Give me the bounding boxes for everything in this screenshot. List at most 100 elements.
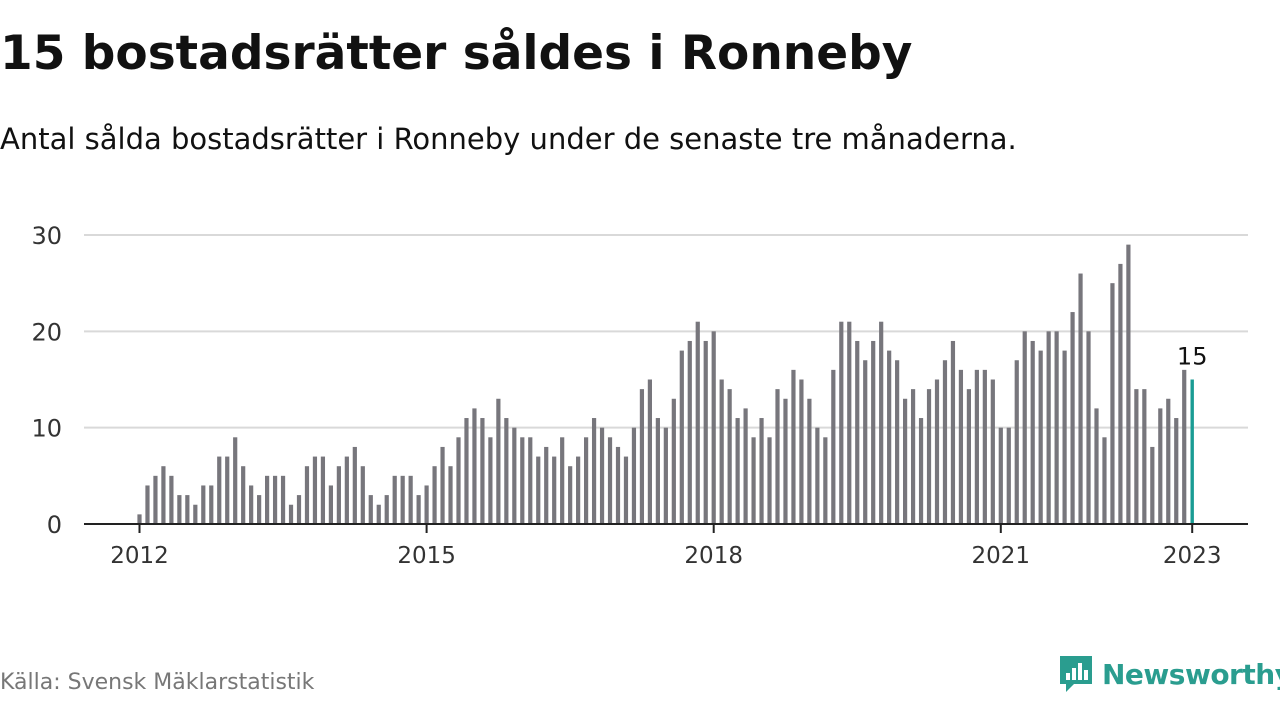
bar (1030, 340, 1035, 524)
bar (823, 437, 828, 524)
bar (607, 437, 613, 524)
bar (783, 398, 788, 524)
bar (1110, 283, 1115, 524)
bar (153, 475, 158, 524)
bar (408, 475, 413, 524)
y-tick-label: 0 (47, 511, 62, 539)
x-tick-label: 2012 (110, 543, 169, 569)
bar (496, 398, 501, 524)
bar (1086, 331, 1091, 524)
bar (384, 495, 389, 524)
bar (767, 437, 772, 524)
bar (990, 379, 995, 524)
bar (998, 427, 1003, 524)
bar (735, 418, 740, 524)
bar (623, 456, 629, 524)
y-tick-label: 20 (31, 318, 62, 346)
bar (552, 456, 557, 524)
bar (942, 360, 948, 524)
bar (815, 427, 820, 524)
bar (687, 340, 692, 524)
bar (958, 369, 964, 524)
bar (304, 466, 310, 524)
bar (903, 398, 908, 524)
bar (950, 340, 956, 524)
bar (895, 360, 900, 524)
bar (400, 475, 405, 524)
bar (799, 379, 804, 524)
bar (1102, 437, 1107, 524)
bar (1070, 312, 1075, 524)
x-tick-label: 2015 (397, 543, 456, 569)
bar (480, 418, 485, 524)
y-tick-label: 30 (31, 222, 62, 250)
source-note: Källa: Svensk Mäklarstatistik (0, 670, 315, 695)
bar (464, 418, 469, 524)
page-subtitle: Antal sålda bostadsrätter i Ronneby unde… (0, 122, 1017, 156)
bar (926, 389, 932, 524)
bar (1094, 408, 1099, 524)
bar (392, 475, 397, 524)
bar (863, 360, 868, 524)
bar (512, 427, 517, 524)
bar (177, 495, 182, 524)
bar (1022, 331, 1027, 524)
bar (288, 504, 294, 524)
bar (344, 456, 349, 524)
bar (679, 350, 684, 524)
bar (472, 408, 477, 524)
brand-name: Newsworthy (1102, 657, 1280, 691)
bar (759, 418, 764, 524)
bar (1158, 408, 1163, 524)
bar (1150, 446, 1155, 524)
bar (576, 456, 581, 524)
bar (1174, 418, 1179, 524)
bar (161, 466, 166, 524)
bar (887, 350, 892, 524)
bar (145, 485, 150, 524)
bar (847, 321, 852, 524)
bar (368, 495, 373, 524)
bar (831, 369, 836, 524)
bar (568, 466, 573, 524)
bar (743, 408, 748, 524)
bar (584, 437, 589, 524)
y-tick-label: 10 (31, 415, 62, 443)
x-tick-label: 2021 (972, 543, 1031, 569)
bar (934, 379, 940, 524)
bar (241, 466, 246, 524)
bar (448, 466, 453, 524)
x-tick-label: 2018 (684, 543, 743, 569)
bar (209, 485, 214, 524)
bar (416, 495, 421, 524)
bar (1062, 350, 1067, 524)
bar (855, 340, 860, 524)
bar (1142, 389, 1147, 524)
bar (775, 389, 780, 524)
bar (1006, 427, 1011, 524)
bar (336, 466, 341, 524)
bar (169, 475, 174, 524)
bar (703, 340, 708, 524)
page-title: 15 bostadsrätter såldes i Ronneby (0, 26, 913, 81)
brand-logo: Newsworthy (1058, 654, 1280, 694)
bar (280, 475, 286, 524)
bar (1182, 369, 1187, 524)
bar (751, 437, 756, 524)
bar (839, 321, 844, 524)
bar (233, 437, 238, 524)
bar-highlight (1190, 379, 1194, 524)
bar (671, 398, 676, 524)
bar (296, 495, 302, 524)
bar (456, 437, 461, 524)
bar (879, 321, 884, 524)
bar (791, 369, 796, 524)
bar (544, 446, 549, 524)
bar (695, 321, 700, 524)
bar (631, 427, 637, 524)
bar (974, 369, 979, 524)
bar (257, 495, 262, 524)
bar (249, 485, 254, 524)
bar (1126, 244, 1131, 524)
bar (520, 437, 525, 524)
